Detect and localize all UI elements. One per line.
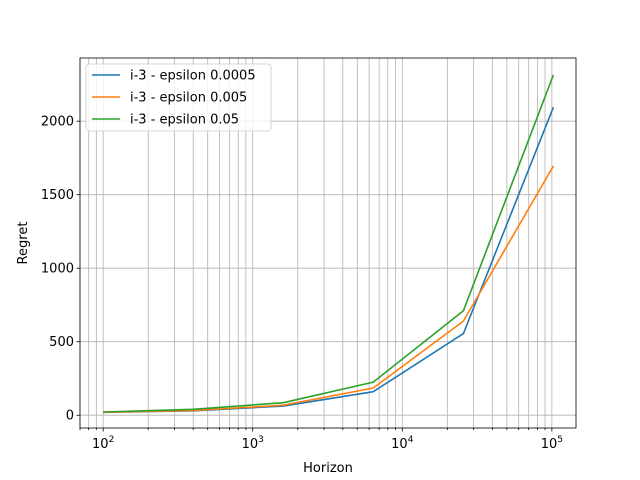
series-line-3 bbox=[103, 74, 555, 413]
x-tick-label: 105 bbox=[541, 435, 563, 452]
x-axis-label: Horizon bbox=[303, 461, 353, 476]
y-axis: 0 500 1000 1500 2000 bbox=[41, 115, 80, 424]
y-tick-label: 1000 bbox=[41, 262, 74, 277]
x-tick-label: 104 bbox=[391, 435, 414, 452]
x-tick-label: 103 bbox=[242, 435, 264, 452]
y-axis-label: Regret bbox=[16, 222, 31, 265]
x-tick-label: 102 bbox=[92, 435, 114, 452]
y-tick-label: 2000 bbox=[41, 115, 74, 130]
legend-label: i-3 - epsilon 0.0005 bbox=[130, 69, 256, 84]
legend-box bbox=[85, 63, 272, 132]
y-tick-label: 0 bbox=[66, 409, 74, 424]
legend: i-3 - epsilon 0.0005 i-3 - epsilon 0.005 i… bbox=[85, 63, 272, 132]
series-lines bbox=[103, 74, 555, 414]
plot-frame bbox=[79, 57, 577, 429]
series-line-1 bbox=[103, 106, 555, 414]
y-tick-label: 500 bbox=[49, 335, 74, 350]
series-line-2 bbox=[103, 165, 555, 414]
legend-label: i-3 - epsilon 0.05 bbox=[130, 113, 239, 128]
x-axis: 102 103 104 105 bbox=[79, 428, 563, 452]
legend-label: i-3 - epsilon 0.005 bbox=[130, 91, 247, 106]
y-tick-label: 1500 bbox=[41, 188, 74, 203]
